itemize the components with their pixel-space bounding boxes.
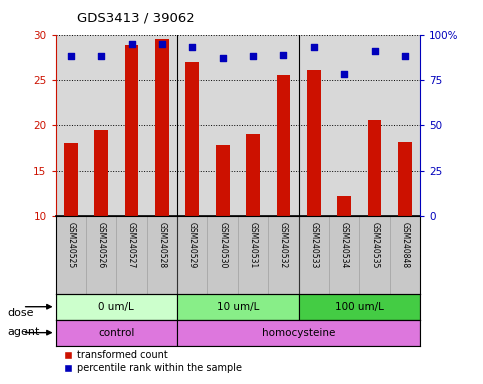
Text: GSM240848: GSM240848 — [400, 222, 410, 268]
Text: GSM240532: GSM240532 — [279, 222, 288, 268]
Point — [219, 55, 227, 61]
Bar — [155, 39, 169, 216]
Bar — [298, 294, 420, 319]
Bar — [185, 62, 199, 216]
Point — [310, 44, 318, 50]
Bar — [94, 130, 108, 216]
Text: GSM240531: GSM240531 — [249, 222, 257, 268]
Bar — [368, 120, 382, 216]
Point — [371, 48, 379, 54]
Text: dose: dose — [7, 308, 34, 318]
Text: GDS3413 / 39062: GDS3413 / 39062 — [77, 12, 195, 25]
Text: GSM240535: GSM240535 — [370, 222, 379, 268]
Text: GSM240527: GSM240527 — [127, 222, 136, 268]
Bar — [177, 319, 420, 346]
Bar — [64, 142, 78, 216]
Legend: transformed count, percentile rank within the sample: transformed count, percentile rank withi… — [60, 346, 246, 377]
Text: GSM240529: GSM240529 — [188, 222, 197, 268]
Text: GSM240533: GSM240533 — [309, 222, 318, 268]
Point — [341, 71, 348, 78]
Bar — [56, 294, 177, 319]
Bar — [246, 134, 260, 216]
Point — [97, 53, 105, 60]
Bar — [177, 294, 298, 319]
Bar — [307, 70, 321, 216]
Text: GSM240525: GSM240525 — [66, 222, 75, 268]
Text: control: control — [98, 328, 134, 338]
Bar — [338, 196, 351, 216]
Bar — [216, 145, 229, 216]
Text: agent: agent — [7, 327, 40, 337]
Text: GSM240530: GSM240530 — [218, 222, 227, 268]
Point — [401, 53, 409, 60]
Bar — [277, 75, 290, 216]
Point — [67, 53, 74, 60]
Text: GSM240526: GSM240526 — [97, 222, 106, 268]
Bar — [125, 45, 138, 216]
Text: homocysteine: homocysteine — [262, 328, 335, 338]
Text: GSM240534: GSM240534 — [340, 222, 349, 268]
Text: 10 um/L: 10 um/L — [217, 302, 259, 312]
Point — [249, 53, 257, 60]
Point — [280, 51, 287, 58]
Text: 0 um/L: 0 um/L — [99, 302, 134, 312]
Bar — [56, 319, 177, 346]
Point — [158, 41, 166, 47]
Text: 100 um/L: 100 um/L — [335, 302, 384, 312]
Bar — [398, 142, 412, 216]
Point — [188, 44, 196, 50]
Point — [128, 41, 135, 47]
Text: GSM240528: GSM240528 — [157, 222, 167, 268]
